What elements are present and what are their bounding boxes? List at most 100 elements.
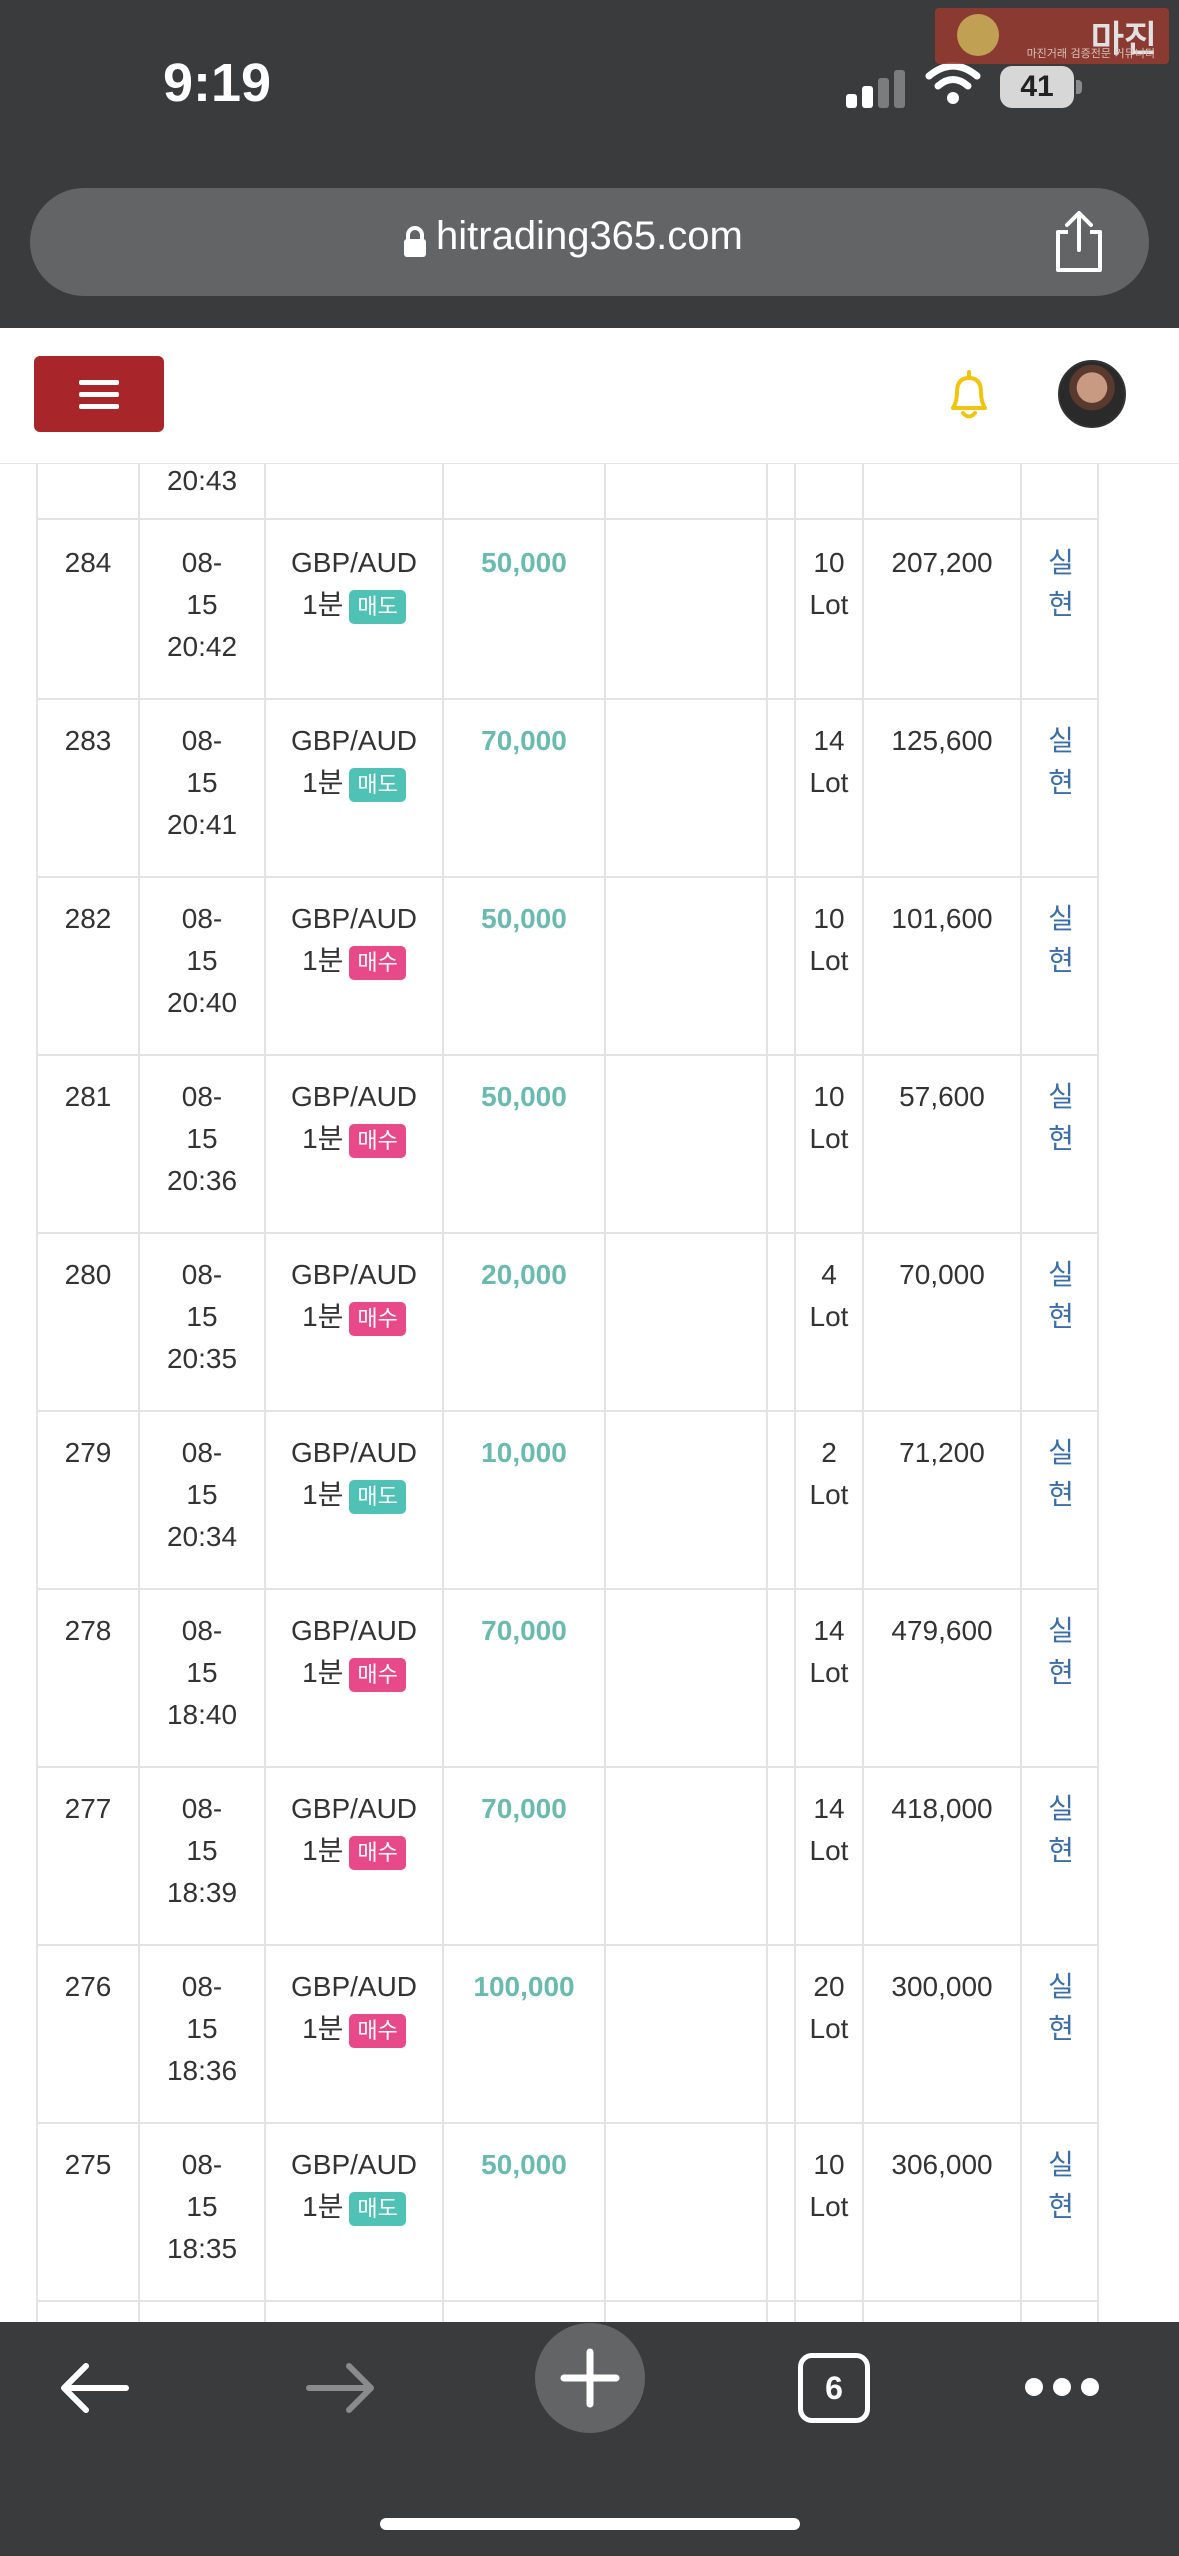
side-badge: 매수 [349, 1835, 406, 1870]
row-lot-count: 10 [813, 2149, 845, 2180]
row-period-line: 1분 매도 [266, 584, 442, 626]
row-lot-unit: Lot [809, 1835, 849, 1866]
user-avatar[interactable] [1058, 360, 1126, 428]
watermark-subtitle: 마진거래 검증전문 커뮤니티 [1026, 47, 1155, 60]
row-period-line: 1분 매수 [266, 2008, 442, 2050]
row-lot-count: 14 [813, 725, 845, 756]
row-lot-count: 2 [821, 1437, 837, 1468]
row-day: 15 [186, 767, 218, 798]
row-period: 1분 [302, 945, 344, 976]
trade-history-table: 20:43 284 08- 15 20:42 GBP/AUD 1분 매도 50,000 10 Lo… [36, 464, 1099, 2322]
row-datetime: 08- 15 18:40 [140, 1610, 264, 1736]
row-period: 1분 [302, 1123, 344, 1154]
site-header [0, 328, 1179, 464]
row-amount: 70,000 [481, 1615, 567, 1646]
status-time: 9:19 [163, 53, 272, 113]
more-options-icon[interactable] [1025, 2378, 1099, 2398]
table-row: 278 08- 15 18:40 GBP/AUD 1분 매수 70,000 14 Lot 479,6… [38, 1590, 1097, 1768]
row-lot-count: 20 [813, 1971, 845, 2002]
row-amount: 50,000 [481, 1081, 567, 1112]
bell-icon[interactable] [945, 370, 993, 422]
row-profit: 70,000 [899, 1259, 985, 1290]
row-datetime: 08- 15 18:35 [140, 2144, 264, 2270]
row-date: 08- [181, 725, 223, 756]
row-status-line2: 현 [1048, 1657, 1074, 1688]
side-badge: 매도 [349, 1479, 406, 1514]
row-lot-unit: Lot [809, 589, 849, 620]
row-period-line: 1분 매수 [266, 1118, 442, 1160]
forward-arrow-icon[interactable] [305, 2360, 377, 2416]
row-instrument: GBP/AUD 1분 매수 [266, 1788, 442, 1872]
row-lot: 14 Lot [796, 1788, 862, 1872]
table-row: 275 08- 15 18:35 GBP/AUD 1분 매도 50,000 10 Lot 306,0… [38, 2124, 1097, 2302]
row-pair: GBP/AUD [290, 1971, 418, 2002]
row-period: 1분 [302, 767, 344, 798]
row-date: 08- [181, 1971, 223, 2002]
row-datetime: 08- 15 20:42 [140, 542, 264, 668]
row-instrument: GBP/AUD 1분 매수 [266, 1254, 442, 1338]
row-pair: GBP/AUD [290, 547, 418, 578]
row-profit: 71,200 [899, 1437, 985, 1468]
row-status-line1: 실 [1048, 547, 1074, 578]
url-text[interactable]: hitrading365.com [436, 214, 743, 258]
row-lot: 20 Lot [796, 1966, 862, 2050]
row-period-line: 1분 매수 [266, 940, 442, 982]
row-datetime: 08- 15 20:40 [140, 898, 264, 1024]
row-lot: 14 Lot [796, 1610, 862, 1694]
row-datetime: 08- 15 20:36 [140, 1076, 264, 1202]
share-icon[interactable] [1050, 210, 1108, 274]
row-number: 278 [64, 1615, 112, 1646]
row-time: 18:40 [166, 1699, 238, 1730]
hamburger-menu-button[interactable] [34, 356, 164, 432]
row-day: 15 [186, 945, 218, 976]
row-lot-unit: Lot [809, 767, 849, 798]
row-day: 15 [186, 2191, 218, 2222]
row-instrument: GBP/AUD 1분 매도 [266, 720, 442, 804]
row-profit: 306,000 [891, 2149, 993, 2180]
row-period-line: 1분 매수 [266, 1830, 442, 1872]
row-number: 276 [64, 1971, 112, 2002]
row-status-line1: 실 [1048, 1081, 1074, 1112]
row-status-line1: 실 [1048, 1437, 1074, 1468]
row-number: 284 [64, 547, 112, 578]
battery-icon [1076, 80, 1082, 94]
row-day: 15 [186, 1479, 218, 1510]
row-lot: 10 Lot [796, 2144, 862, 2228]
row-date: 08- [181, 547, 223, 578]
row-time: 20:34 [166, 1521, 238, 1552]
tab-count-button[interactable]: 6 [798, 2353, 870, 2423]
address-bar[interactable] [30, 188, 1149, 296]
row-datetime: 08- 15 20:35 [140, 1254, 264, 1380]
table-row: 282 08- 15 20:40 GBP/AUD 1분 매수 50,000 10 Lot 101,6… [38, 878, 1097, 1056]
row-date: 08- [181, 1793, 223, 1824]
table-row: 281 08- 15 20:36 GBP/AUD 1분 매수 50,000 10 Lot 57,60… [38, 1056, 1097, 1234]
side-badge: 매수 [349, 1657, 406, 1692]
row-profit: 418,000 [891, 1793, 993, 1824]
row-amount: 50,000 [481, 547, 567, 578]
row-date: 08- [181, 1437, 223, 1468]
row-pair: GBP/AUD [290, 2149, 418, 2180]
row-status-line2: 현 [1048, 1479, 1074, 1510]
side-badge: 매수 [349, 1123, 406, 1158]
row-datetime: 08- 15 20:41 [140, 720, 264, 846]
seal-icon [957, 14, 999, 56]
row-time: 20:42 [166, 631, 238, 662]
row-pair: GBP/AUD [290, 1793, 418, 1824]
row-number: 277 [64, 1793, 112, 1824]
new-tab-button[interactable] [535, 2323, 645, 2433]
row-period-line: 1분 매수 [266, 1296, 442, 1338]
row-pair: GBP/AUD [290, 1615, 418, 1646]
back-arrow-icon[interactable] [58, 2360, 130, 2416]
row-status-line2: 현 [1048, 945, 1074, 976]
row-period: 1분 [302, 1479, 344, 1510]
